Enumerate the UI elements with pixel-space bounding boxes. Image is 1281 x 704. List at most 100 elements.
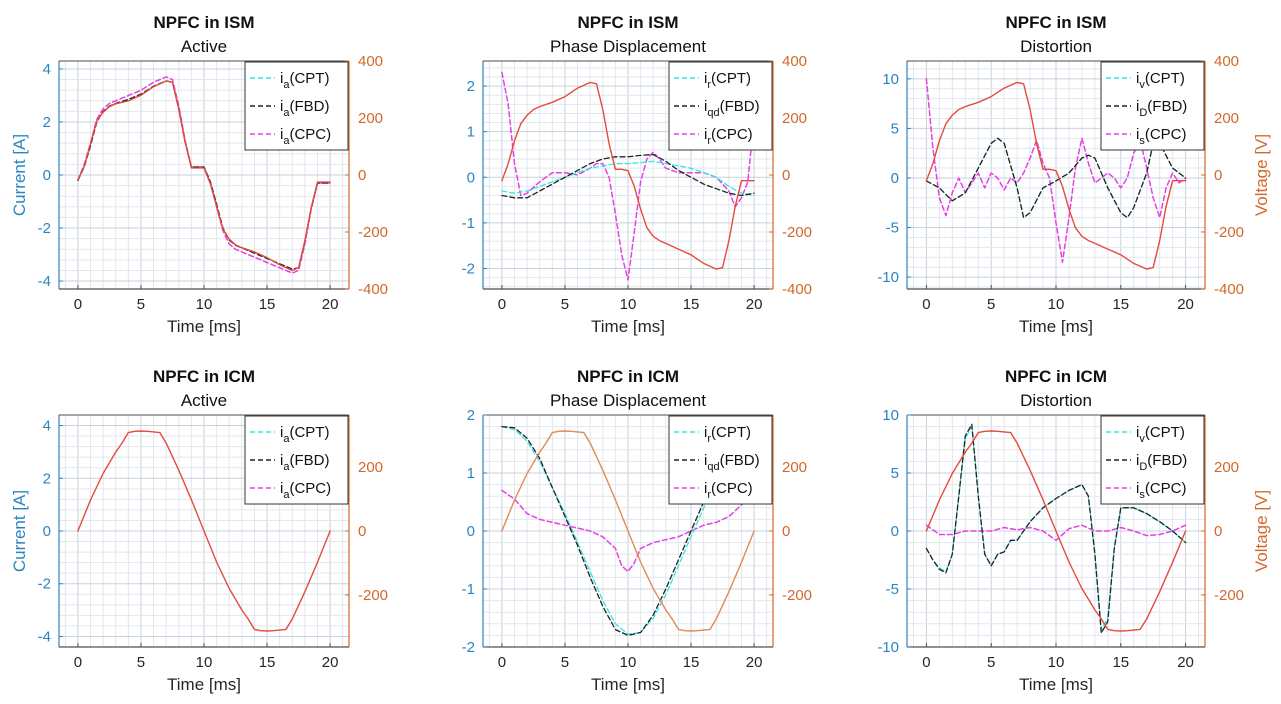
legend-symbol: i <box>280 452 283 469</box>
legend-subscript: a <box>283 79 290 91</box>
panel-6: 0 5 10 15 20 -10 -5 0 5 10 -200 0 200 NPFC in ICM Dist… <box>877 367 1271 694</box>
legend: iv(CPT)iD(FBD)is(CPC) <box>1100 61 1205 151</box>
y-tick-label: -1 <box>462 581 475 598</box>
legend-symbol: i <box>704 452 707 469</box>
legend: i r (CPT) iqd(FBD) ir(CPC) <box>668 415 773 505</box>
legend-suffix: (CPT) <box>1145 70 1185 87</box>
series-line-4 <box>925 430 1187 632</box>
y2-tick-label: 200 <box>1214 110 1239 127</box>
legend-box <box>244 415 349 505</box>
x-axis-label: Time [ms] <box>1019 317 1093 336</box>
legend-symbol: i <box>1136 126 1139 143</box>
legend-suffix: (CPC) <box>1145 480 1187 497</box>
chart-subtitle: Distortion <box>1020 37 1092 56</box>
y-tick-label: -2 <box>462 639 475 656</box>
y-tick-label: 0 <box>467 523 475 540</box>
panel-4: 0 5 10 15 20 -4 -2 0 2 4 -200 0 200 NPFC in ICM Active… <box>10 367 388 694</box>
y-tick-label: 4 <box>43 61 51 78</box>
x-tick-label: 0 <box>74 654 82 671</box>
y-tick-label: 0 <box>43 167 51 184</box>
series-group <box>77 430 331 632</box>
chart-title: NPFC in ISM <box>577 13 678 32</box>
series-line-3 <box>501 153 755 199</box>
y-tick-label: -4 <box>38 273 51 290</box>
x-tick-label: 15 <box>1112 296 1129 313</box>
chart-title: NPFC in ISM <box>1005 13 1106 32</box>
legend: ia(CPT)ia(FBD)ia(CPC) <box>244 415 349 505</box>
x-axis-label: Time [ms] <box>167 317 241 336</box>
y-tick-label: 4 <box>43 418 51 435</box>
y2-tick-label: 200 <box>358 110 383 127</box>
series-line-4 <box>77 80 331 272</box>
x-tick-label: 15 <box>683 296 700 313</box>
y2-tick-label: 0 <box>782 523 790 540</box>
legend-subscript: r <box>707 79 711 91</box>
legend-subscript: a <box>283 107 290 119</box>
legend-suffix: (CPC) <box>289 480 331 497</box>
y-tick-label: 0 <box>43 523 51 540</box>
x-tick-label: 5 <box>987 296 995 313</box>
y-tick-label: 0 <box>467 169 475 186</box>
y2-tick-label: 0 <box>358 167 366 184</box>
chart-title: NPFC in ISM <box>153 13 254 32</box>
legend-label: ia(FBD) <box>280 452 329 473</box>
panel-5: 0 5 10 15 20 -2 -1 0 1 2 -200 0 200 NPFC in ICM Phase … <box>462 367 812 694</box>
legend-subscript: r <box>707 489 711 501</box>
series-line-1 <box>77 430 331 632</box>
series-group <box>501 71 755 281</box>
legend-suffix: (CPT) <box>289 70 329 87</box>
legend-label: ia(CPC) <box>280 126 331 147</box>
legend-suffix: (CPC) <box>711 126 753 143</box>
legend-suffix: (CPT) <box>289 424 329 441</box>
y2-tick-label: 400 <box>782 53 807 70</box>
chart-title: NPFC in ICM <box>153 367 255 386</box>
legend-label: iv(CPT) <box>1136 70 1185 91</box>
y2-tick-label: -200 <box>1214 224 1244 241</box>
chart-subtitle: Distortion <box>1020 391 1092 410</box>
x-tick-label: 5 <box>561 296 569 313</box>
chart-title: NPFC in ICM <box>577 367 679 386</box>
legend-subscript: a <box>283 461 290 473</box>
x-tick-label: 5 <box>137 296 145 313</box>
x-tick-label: 10 <box>1048 654 1065 671</box>
x-tick-label: 20 <box>322 654 339 671</box>
legend: iv(CPT)iD(FBD)is(CPC) <box>1100 415 1205 505</box>
y-tick-label: -5 <box>886 581 899 598</box>
legend: ir(CPT)iqd(FBD)ir(CPC) <box>668 61 773 151</box>
y2-axis-label: Voltage [V] <box>1252 490 1271 572</box>
x-tick-label: 10 <box>620 654 637 671</box>
legend-suffix: (FBD) <box>289 98 329 115</box>
legend-suffix: (CPC) <box>1145 126 1187 143</box>
y2-tick-label: 200 <box>358 459 383 476</box>
legend-label: iqd(FBD) <box>704 452 760 473</box>
legend-label: ia(FBD) <box>280 98 329 119</box>
legend-subscript: r <box>707 135 711 147</box>
y-tick-label: -5 <box>886 220 899 237</box>
legend-subscript: s <box>1139 135 1145 147</box>
chart-subtitle: Phase Displacement <box>550 391 706 410</box>
legend-label: ir(CPC) <box>704 480 753 501</box>
legend-suffix: (CPT) <box>711 424 751 441</box>
legend-label: is(CPC) <box>1136 480 1187 501</box>
y-tick-label: -10 <box>877 639 899 656</box>
y-tick-label: 0 <box>891 523 899 540</box>
series-group <box>925 423 1187 634</box>
legend-label: is(CPC) <box>1136 126 1187 147</box>
legend-suffix: (FBD) <box>289 452 329 469</box>
x-tick-label: 5 <box>561 654 569 671</box>
x-tick-label: 0 <box>922 296 930 313</box>
x-axis-label: Time [ms] <box>591 675 665 694</box>
legend-symbol: i <box>280 98 283 115</box>
y-tick-label: -2 <box>462 260 475 277</box>
legend-subscript: a <box>283 135 290 147</box>
legend-suffix: (FBD) <box>1147 98 1187 115</box>
legend-suffix: (CPT) <box>1145 424 1185 441</box>
y2-tick-label: 200 <box>1214 459 1239 476</box>
y2-tick-label: 400 <box>358 53 383 70</box>
legend-label: iD(FBD) <box>1136 98 1187 119</box>
legend-subscript: v <box>1139 79 1145 91</box>
y2-tick-label: 0 <box>1214 167 1222 184</box>
x-tick-label: 0 <box>922 654 930 671</box>
y2-tick-label: 200 <box>782 459 807 476</box>
legend-subscript: v <box>1139 433 1145 445</box>
